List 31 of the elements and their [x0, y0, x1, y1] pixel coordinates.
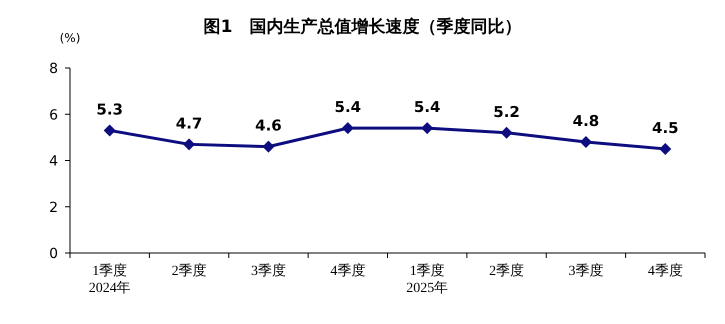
x-tick-label: 3季度	[568, 263, 604, 279]
x-tick-label: 4季度	[648, 263, 683, 279]
x-tick-label: 2季度	[172, 263, 207, 279]
y-tick-label: 8	[49, 61, 58, 77]
y-tick-label: 0	[49, 246, 58, 262]
y-tick-label: 2	[49, 200, 58, 216]
point	[342, 122, 354, 134]
point	[580, 136, 592, 148]
data-label: 5.2	[493, 102, 520, 121]
data-label: 5.3	[96, 100, 123, 118]
x-tick-label: 4季度	[330, 263, 366, 279]
chart-title: 图1 国内生产总值增长速度（季度同比）	[204, 17, 522, 37]
point	[183, 138, 196, 150]
y-tick-label: 6	[49, 107, 58, 124]
data-label: 4.8	[572, 112, 600, 130]
point	[104, 124, 116, 136]
x-tick-label: 1季度 2024年	[88, 263, 131, 296]
data-label: 4.7	[176, 114, 202, 132]
data-label: 4.6	[255, 116, 282, 135]
x-tick-label: 2季度	[489, 263, 524, 279]
point	[421, 122, 434, 134]
data-label: 5.4	[414, 98, 440, 116]
point	[500, 126, 513, 139]
y-axis-title: (%)	[60, 31, 80, 45]
x-tick-label: 1季度 2025年	[406, 263, 448, 296]
x-tick-label: 3季度	[250, 263, 286, 279]
data-label: 5.4	[334, 98, 362, 116]
point	[262, 140, 274, 153]
y-tick-label: 4	[49, 154, 58, 170]
point	[659, 142, 672, 155]
data-label: 4.5	[652, 118, 679, 137]
